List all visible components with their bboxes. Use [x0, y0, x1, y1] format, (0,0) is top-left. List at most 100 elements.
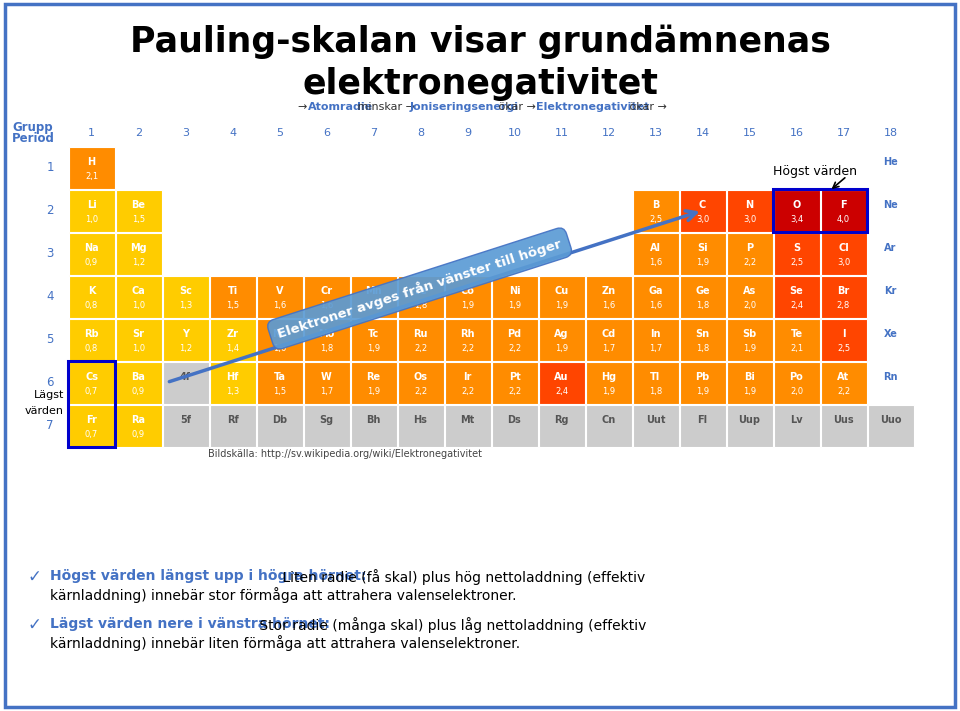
Text: Ca: Ca — [132, 286, 145, 296]
Bar — [727, 232, 773, 274]
Bar — [397, 405, 444, 447]
Text: 1: 1 — [88, 128, 95, 138]
Bar — [586, 319, 632, 360]
Text: 1,9: 1,9 — [743, 387, 756, 395]
Text: Cd: Cd — [601, 329, 615, 339]
Text: Pb: Pb — [695, 372, 709, 382]
Text: Li: Li — [86, 200, 96, 210]
Bar — [821, 405, 867, 447]
Text: Fr: Fr — [86, 415, 97, 425]
Text: 1,9: 1,9 — [555, 343, 568, 353]
Text: 1,0: 1,0 — [132, 301, 145, 309]
Text: 1,5: 1,5 — [226, 301, 239, 309]
Text: 2: 2 — [46, 204, 54, 217]
Text: ökar →: ökar → — [495, 102, 540, 112]
Text: 3,0: 3,0 — [837, 257, 851, 267]
Bar — [633, 190, 679, 232]
Text: Mn: Mn — [365, 286, 382, 296]
Bar — [774, 275, 820, 318]
Bar — [68, 361, 114, 404]
Bar — [303, 319, 349, 360]
Text: 1,0: 1,0 — [132, 343, 145, 353]
Text: Cu: Cu — [554, 286, 568, 296]
Text: 5: 5 — [276, 128, 283, 138]
Text: Cl: Cl — [838, 243, 849, 253]
Text: 13: 13 — [649, 128, 662, 138]
Bar — [774, 405, 820, 447]
Text: Uus: Uus — [833, 415, 853, 425]
Text: 6: 6 — [46, 376, 54, 389]
Bar — [256, 361, 302, 404]
Text: Ba: Ba — [132, 372, 145, 382]
Text: ✓: ✓ — [28, 568, 42, 586]
Text: O: O — [792, 200, 801, 210]
Bar — [350, 319, 396, 360]
Text: Rf: Rf — [227, 415, 238, 425]
Text: Ga: Ga — [648, 286, 662, 296]
Bar — [68, 232, 114, 274]
Text: Lägst: Lägst — [34, 390, 64, 400]
Bar — [303, 275, 349, 318]
Text: 1,7: 1,7 — [320, 387, 333, 395]
Text: Rg: Rg — [554, 415, 568, 425]
Text: 15: 15 — [742, 128, 756, 138]
Bar — [115, 232, 161, 274]
Text: Re: Re — [367, 372, 380, 382]
Text: Hg: Hg — [601, 372, 616, 382]
Text: 2,1: 2,1 — [790, 343, 804, 353]
Text: Rh: Rh — [460, 329, 475, 339]
Text: 0,9: 0,9 — [132, 387, 145, 395]
Text: W: W — [322, 372, 332, 382]
Text: Ge: Ge — [695, 286, 709, 296]
Text: Os: Os — [414, 372, 427, 382]
Bar — [821, 319, 867, 360]
Bar — [397, 361, 444, 404]
Bar — [444, 275, 491, 318]
Text: 1,9: 1,9 — [696, 257, 709, 267]
Text: 0,7: 0,7 — [84, 387, 98, 395]
Text: 1,8: 1,8 — [320, 343, 333, 353]
Text: 1,6: 1,6 — [649, 301, 662, 309]
Text: 4: 4 — [46, 290, 54, 303]
Text: Sn: Sn — [695, 329, 709, 339]
Bar — [303, 361, 349, 404]
Text: Bildskälla: http://sv.wikipedia.org/wiki/Elektronegativitet: Bildskälla: http://sv.wikipedia.org/wiki… — [208, 449, 482, 459]
Bar — [727, 319, 773, 360]
Text: Bi: Bi — [744, 372, 755, 382]
Text: 1,7: 1,7 — [602, 343, 615, 353]
Text: 2,5: 2,5 — [649, 215, 662, 223]
Bar — [350, 405, 396, 447]
Text: Mo: Mo — [319, 329, 335, 339]
Text: elektronegativitet: elektronegativitet — [302, 67, 658, 101]
Text: Pauling-skalan visar grundämnenas: Pauling-skalan visar grundämnenas — [130, 25, 830, 59]
Text: Period: Period — [12, 132, 55, 146]
Bar — [492, 319, 538, 360]
Text: 2,5: 2,5 — [790, 257, 804, 267]
Text: Uup: Uup — [738, 415, 760, 425]
Text: 2: 2 — [135, 128, 142, 138]
Text: Sr: Sr — [132, 329, 145, 339]
Text: Sb: Sb — [742, 329, 756, 339]
Text: Uuo: Uuo — [879, 415, 901, 425]
Text: Cs: Cs — [85, 372, 98, 382]
Text: 12: 12 — [601, 128, 615, 138]
Text: He: He — [883, 157, 898, 167]
Text: 3: 3 — [46, 247, 54, 260]
Bar — [209, 319, 255, 360]
Bar — [774, 319, 820, 360]
Text: Stor radie (många skal) plus låg nettoladdning (effektiv: Stor radie (många skal) plus låg nettola… — [254, 617, 646, 633]
Text: →: → — [299, 102, 311, 112]
Text: 1,9: 1,9 — [367, 387, 380, 395]
Bar — [397, 319, 444, 360]
Text: 10: 10 — [508, 128, 521, 138]
Bar — [633, 319, 679, 360]
Text: 1,9: 1,9 — [508, 301, 521, 309]
Text: Lägst värden nere i vänstra hörnet:: Lägst värden nere i vänstra hörnet: — [50, 617, 330, 631]
Bar — [115, 190, 161, 232]
Text: 14: 14 — [695, 128, 709, 138]
Bar — [162, 361, 208, 404]
Text: 11: 11 — [555, 128, 568, 138]
Bar — [868, 275, 914, 318]
Text: Joniseringsenergi: Joniseringsenergi — [409, 102, 518, 112]
Bar — [68, 275, 114, 318]
